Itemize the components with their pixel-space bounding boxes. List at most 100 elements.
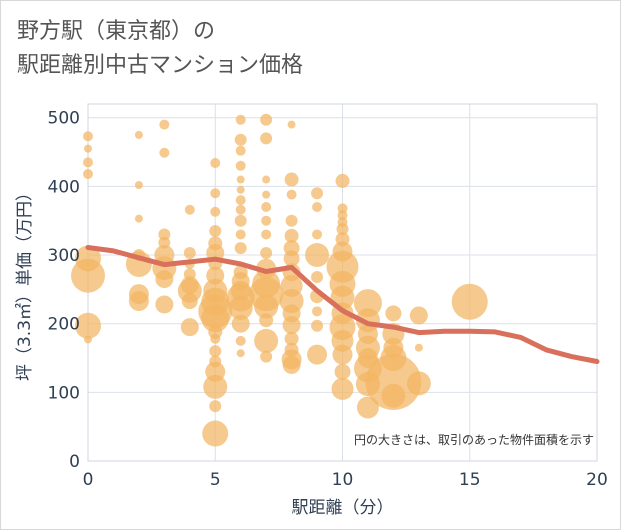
bubble-point	[235, 114, 246, 125]
chart-title: 野方駅（東京都）の 駅距離別中古マンション価格	[17, 15, 303, 83]
y-tick-label: 0	[69, 452, 80, 472]
bubble-point	[385, 305, 402, 322]
bubble-point	[337, 203, 348, 214]
bubble-point	[284, 228, 299, 243]
bubble-point	[365, 354, 422, 411]
y-tick-label: 100	[48, 383, 80, 403]
bubble-point	[261, 201, 272, 212]
x-tick-label: 10	[332, 470, 354, 490]
bubble-point	[311, 319, 324, 332]
bubble-point	[335, 173, 350, 188]
bubble-point	[311, 271, 324, 284]
bubble-point	[159, 119, 170, 130]
y-tick-label: 200	[48, 315, 80, 335]
bubble-point	[451, 283, 488, 320]
bubble-point	[128, 291, 149, 312]
bubble-point	[228, 295, 253, 320]
y-tick-labels: 0 100 200 300 400 500	[48, 109, 80, 472]
x-axis-title: 駅距離（分）	[292, 498, 394, 518]
bubble-point	[84, 144, 92, 153]
bubble-point	[180, 318, 199, 337]
bubble-point	[203, 374, 228, 399]
bubble-point	[254, 328, 279, 353]
bubble-point	[235, 160, 246, 171]
bubble-point	[235, 195, 246, 206]
bubble-point	[210, 158, 221, 169]
x-tick-label: 15	[459, 470, 481, 490]
bubble-point	[331, 377, 354, 400]
bubble-point	[155, 295, 174, 314]
bubble-point	[356, 396, 379, 419]
bubble-point	[235, 204, 246, 215]
bubble-point	[259, 313, 274, 328]
bubble-point	[134, 181, 143, 190]
y-tick-label: 400	[48, 177, 80, 197]
bubble-point	[236, 175, 245, 184]
bubble-point	[337, 210, 348, 221]
bubble-point	[353, 289, 382, 318]
bubble-point	[236, 349, 245, 358]
bubble-point	[83, 157, 93, 168]
bubble-point	[234, 133, 247, 146]
bubble-point	[236, 185, 245, 194]
bubble-point	[406, 371, 431, 396]
y-tick-label: 300	[48, 246, 80, 266]
title-line-1: 野方駅（東京都）の	[17, 19, 216, 44]
bubble-point	[234, 214, 247, 227]
bubble-point	[210, 206, 221, 217]
bubble-point	[282, 355, 301, 374]
bubble-point	[235, 229, 246, 240]
bubble-point	[262, 190, 271, 199]
x-tick-label: 20	[586, 470, 608, 490]
bubble-point	[83, 131, 93, 142]
bubble-point	[184, 204, 195, 215]
y-axis-title: 坪（3.3㎡）単価（万円）	[15, 184, 35, 381]
bubble-point	[336, 222, 349, 235]
bubble-point	[235, 145, 246, 156]
bubble-point	[261, 229, 272, 240]
bubble-point	[261, 215, 272, 226]
bubble-size-note: 円の大きさは、取引のあった物件面積を示す	[354, 432, 594, 447]
bubble-point	[260, 132, 273, 145]
bubble-point	[209, 400, 222, 413]
bubble-point	[332, 344, 353, 365]
bubble-point	[409, 306, 428, 325]
bubble-point	[234, 242, 247, 255]
bubble-point	[235, 335, 246, 346]
bubble-point	[231, 314, 250, 333]
bubble-point	[181, 293, 198, 310]
x-tick-label: 0	[83, 470, 94, 490]
bubble-point	[285, 214, 298, 227]
bubble-point	[311, 187, 324, 200]
bubble-point	[283, 250, 300, 267]
bubble-point	[83, 169, 93, 180]
bubble-point	[254, 294, 279, 319]
bubble-point	[312, 306, 323, 317]
bubble-point	[287, 120, 296, 129]
bubble-point	[260, 350, 273, 363]
bubble-point	[381, 383, 406, 408]
bubble-point	[312, 229, 323, 240]
bubble-point	[210, 188, 221, 199]
bubble-layer	[71, 113, 488, 447]
bubble-point	[134, 214, 143, 223]
bubble-point	[201, 304, 230, 333]
bubble-point	[84, 335, 92, 344]
bubble-point	[284, 331, 299, 346]
bubble-point	[71, 258, 105, 293]
bubble-point	[286, 189, 297, 200]
bubble-point	[155, 270, 174, 289]
bubble-point	[209, 345, 222, 358]
bubble-point	[312, 201, 323, 212]
bubble-point	[202, 420, 229, 447]
title-line-2: 駅距離別中古マンション価格	[17, 53, 304, 78]
bubble-point	[134, 130, 143, 139]
bubble-point	[262, 175, 271, 184]
bubble-point	[282, 316, 301, 335]
bubble-point	[158, 228, 171, 241]
bubble-point	[260, 113, 273, 126]
bubble-point	[159, 147, 170, 158]
bubble-point	[334, 363, 351, 380]
